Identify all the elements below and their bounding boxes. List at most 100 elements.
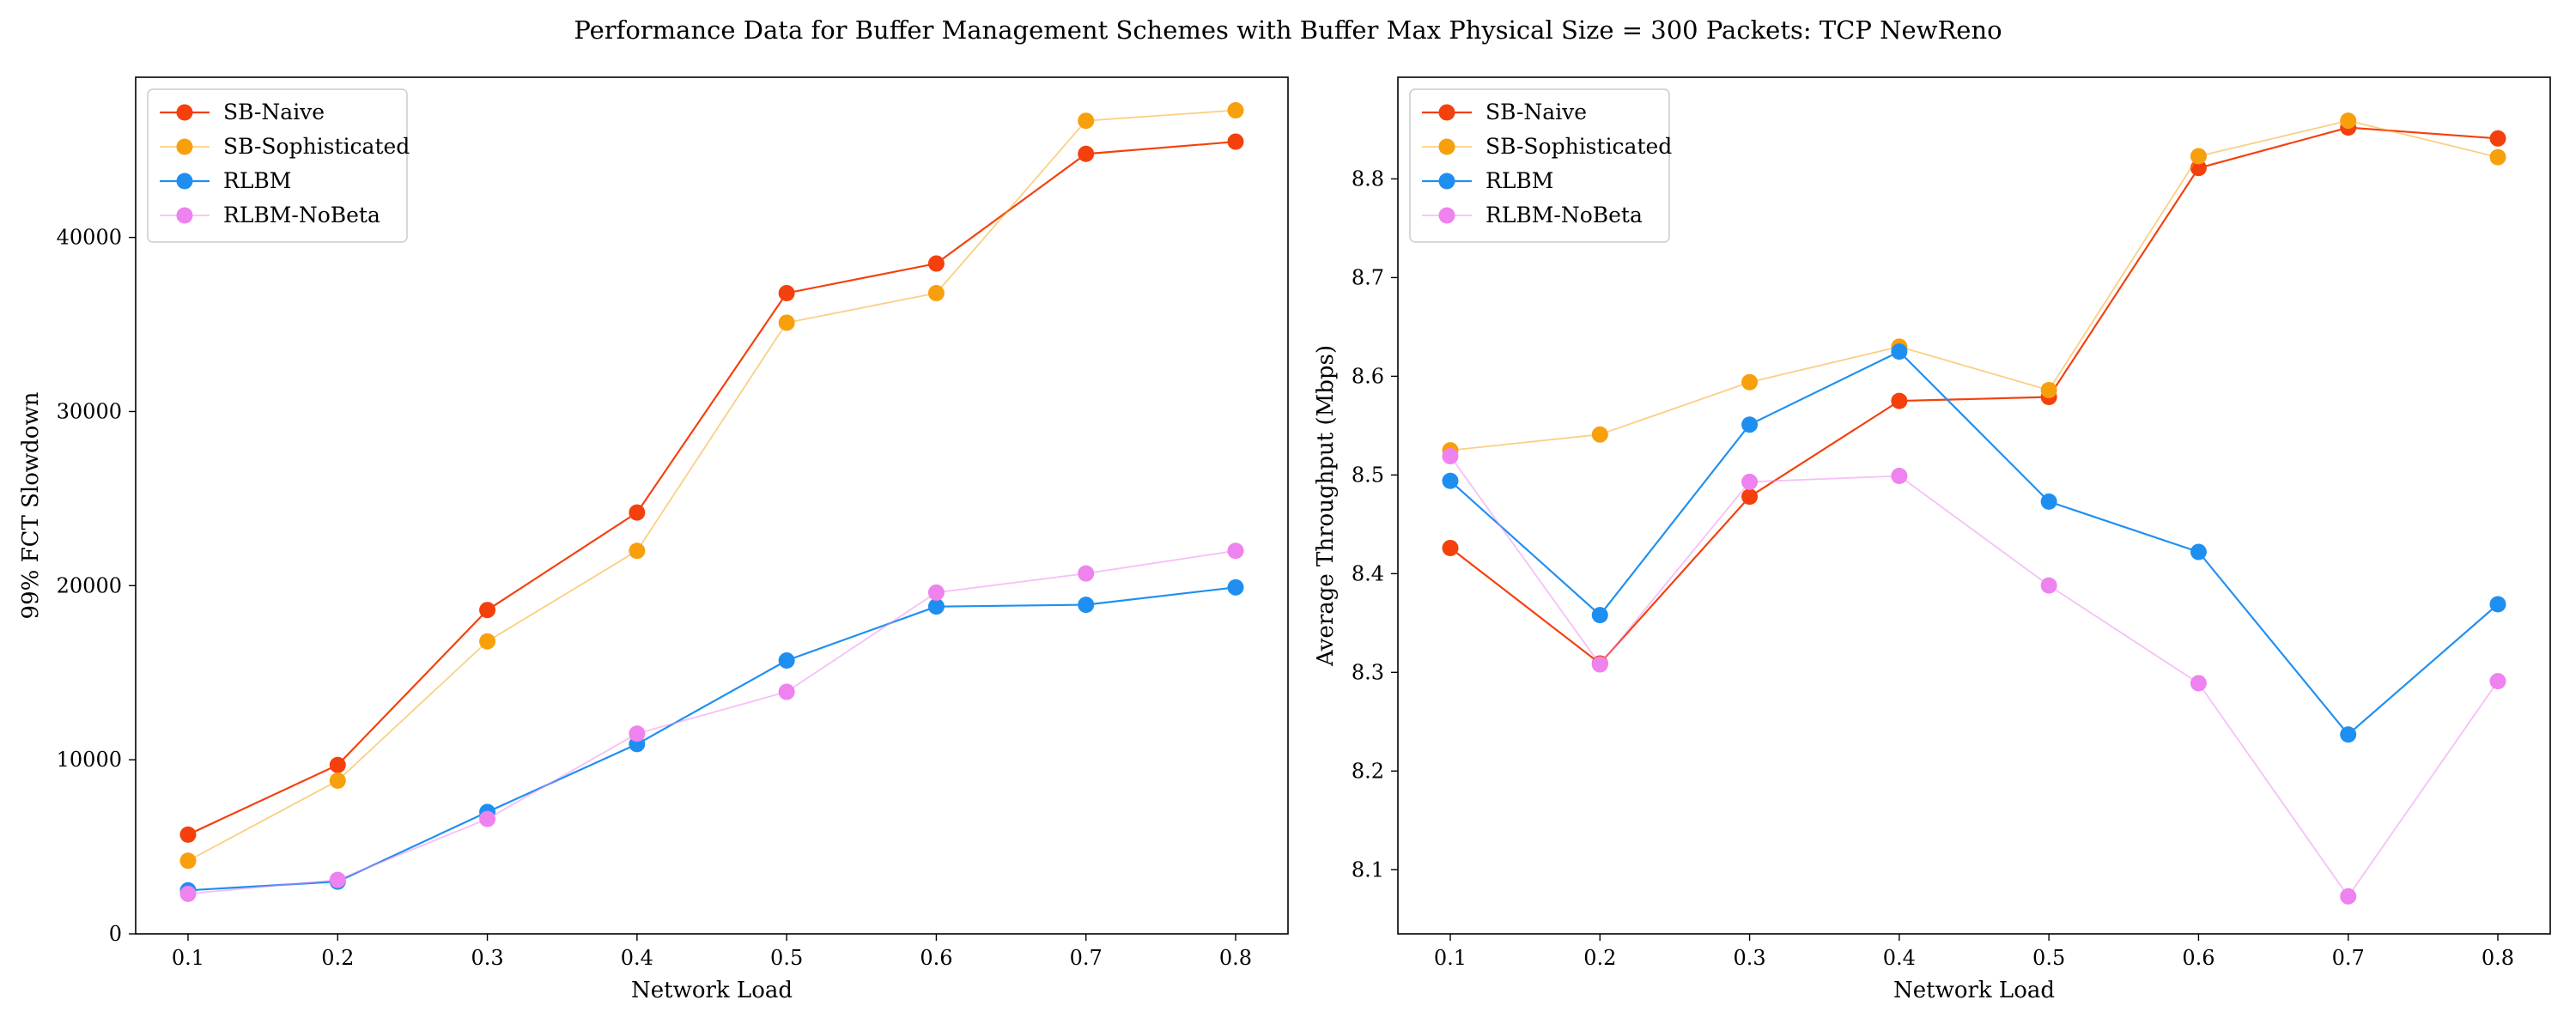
y-tick-label: 8.7 [1352,265,1384,289]
data-point-RLBM-NoBeta [1442,448,1459,465]
data-point-SB-Naive [778,285,795,302]
data-point-SB-Sophisticated [1078,112,1095,130]
y-tick-label: 8.8 [1352,167,1384,191]
y-tick-label: 8.6 [1352,364,1384,388]
x-tick-label: 0.3 [1733,946,1765,970]
legend-label: RLBM-NoBeta [223,203,380,227]
x-tick-label: 0.1 [172,946,204,970]
data-point-RLBM-NoBeta [1227,542,1244,560]
data-point-SB-Sophisticated [2340,112,2357,130]
legend-box [147,88,408,243]
y-tick-label: 8.2 [1352,759,1384,783]
x-tick-label: 0.8 [2482,946,2514,970]
x-tick-label: 0.7 [1070,946,1103,970]
figure-title: Performance Data for Buffer Management S… [574,15,2002,45]
data-point-SB-Naive [179,826,197,843]
y-axis-label: Average Throughput (Mbps) [1313,345,1339,667]
data-point-SB-Naive [1078,145,1095,162]
data-point-RLBM [927,598,945,615]
series-line-RLBM-NoBeta [187,549,1236,895]
x-axis-label: Network Load [631,978,793,1003]
legend-marker [176,173,193,190]
legend-marker [176,207,193,224]
data-point-SB-Sophisticated [2040,381,2057,398]
x-tick-label: 0.4 [621,946,653,970]
data-point-RLBM [1891,343,1908,360]
data-point-RLBM-NoBeta [2190,675,2207,692]
data-point-RLBM-NoBeta [1078,565,1095,582]
data-point-RLBM [2489,596,2506,613]
data-point-SB-Naive [927,255,945,272]
x-tick-label: 0.8 [1219,946,1252,970]
x-tick-label: 0.3 [471,946,503,970]
legend: SB-Naive SB-Sophisticated RLBM RLBM-NoBeta [147,88,410,243]
data-point-SB-Sophisticated [927,285,945,302]
y-tick-label: 8.5 [1352,463,1384,487]
data-point-SB-Naive [479,602,496,619]
data-point-RLBM-NoBeta [629,725,646,742]
x-tick-label: 0.2 [1583,946,1616,970]
legend-box [1409,88,1670,243]
data-point-SB-Sophisticated [629,542,646,560]
data-point-SB-Naive [629,504,646,521]
data-point-SB-Naive [1442,539,1459,556]
series-line-RLBM [187,586,1236,892]
x-tick-label: 0.4 [1883,946,1916,970]
data-point-RLBM-NoBeta [927,584,945,601]
x-tick-label: 0.5 [2032,946,2065,970]
x-tick-label: 0.6 [2182,946,2215,970]
legend-marker [176,104,193,121]
data-point-RLBM-NoBeta [2489,673,2506,690]
data-point-RLBM-NoBeta [2340,888,2357,905]
x-tick-label: 0.7 [2332,946,2365,970]
data-point-SB-Sophisticated [1591,426,1608,443]
data-point-SB-Naive [1741,488,1759,506]
data-point-RLBM [1442,472,1459,489]
data-point-SB-Sophisticated [1741,373,1759,391]
data-point-SB-Naive [2489,130,2506,147]
data-point-SB-Naive [1891,392,1908,409]
series-line-SB-Naive [1449,126,2499,665]
data-point-RLBM-NoBeta [179,885,197,902]
legend-label: SB-Naive [1485,100,1587,124]
data-point-RLBM [778,652,795,670]
data-point-RLBM-NoBeta [1891,468,1908,485]
legend-label: SB-Sophisticated [223,134,410,159]
y-tick-label: 30000 [57,399,122,423]
plot-frame [1397,76,2551,935]
legend-label: RLBM-NoBeta [1485,203,1643,227]
data-point-RLBM [2190,543,2207,560]
data-point-SB-Naive [1227,133,1244,150]
y-tick-label: 0 [109,922,122,946]
data-point-RLBM [1227,579,1244,596]
data-point-SB-Sophisticated [479,633,496,650]
y-tick-label: 8.1 [1352,857,1384,882]
legend-marker [1438,173,1455,190]
data-point-RLBM-NoBeta [1591,656,1608,673]
chart-panel-2: 0.1 0.2 0.3 0.4 0.5 0.6 0.7 0.8 8.1 8.2 8.3 8.4 8.5 8… [1313,76,2551,1003]
data-point-SB-Sophisticated [2190,148,2207,165]
data-point-SB-Sophisticated [778,314,795,331]
y-tick-label: 8.4 [1352,561,1384,585]
data-point-SB-Sophisticated [179,852,197,869]
x-tick-label: 0.2 [321,946,354,970]
legend-label: SB-Sophisticated [1485,134,1672,159]
data-point-RLBM [2340,726,2357,743]
data-point-RLBM [1741,416,1759,433]
legend-label: RLBM [1485,168,1553,193]
y-tick-label: 10000 [57,748,122,772]
data-point-RLBM-NoBeta [329,871,346,888]
data-point-RLBM-NoBeta [2040,577,2057,594]
legend-marker [176,138,193,155]
data-point-RLBM [1591,607,1608,624]
data-point-SB-Sophisticated [1227,102,1244,119]
plot-frame [135,76,1289,935]
series-line-RLBM-NoBeta [1449,455,2499,898]
y-tick-label: 20000 [57,573,122,597]
x-tick-label: 0.5 [770,946,803,970]
x-tick-label: 0.1 [1434,946,1467,970]
data-point-RLBM-NoBeta [479,810,496,827]
series-line-RLBM [1449,350,2499,736]
